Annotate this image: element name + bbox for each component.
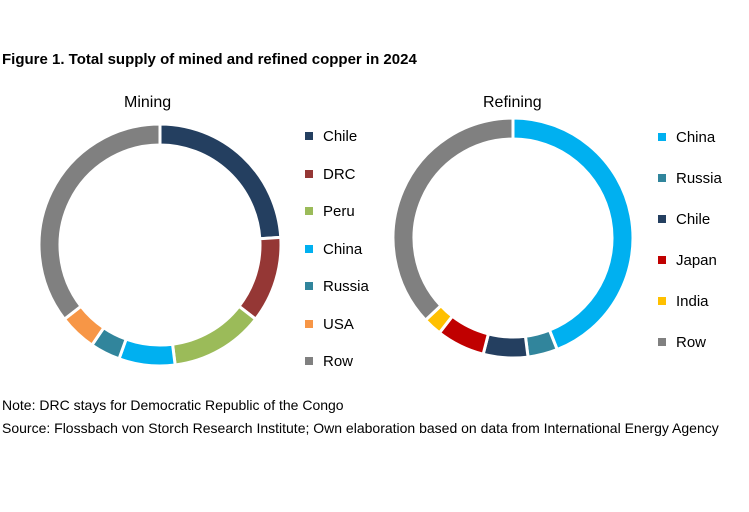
- legend-swatch: [305, 357, 313, 366]
- legend-item-russia: Russia: [305, 278, 369, 295]
- legend-item-india: India: [658, 293, 709, 310]
- legend-item-row: Row: [305, 353, 353, 370]
- legend-item-japan: Japan: [658, 252, 717, 269]
- slice-drc: [236, 235, 283, 322]
- legend-swatch: [305, 244, 313, 253]
- legend-item-chile: Chile: [305, 128, 357, 145]
- legend-label: Peru: [323, 203, 355, 220]
- note-text: Note: DRC stays for Democratic Republic …: [2, 397, 344, 413]
- legend-label: Chile: [323, 128, 358, 145]
- legend-label: China: [323, 240, 363, 258]
- legend-label: Japan: [676, 252, 717, 269]
- legend-swatch: [658, 256, 666, 265]
- legend-label: Russia: [323, 278, 369, 295]
- legend-swatch: [658, 133, 666, 142]
- slice-row: [391, 116, 515, 323]
- legend-label: India: [676, 293, 709, 310]
- legend-item-peru: Peru: [305, 203, 355, 220]
- source-text: Source: Flossbach von Storch Research In…: [2, 420, 719, 436]
- legend-item-china: China: [305, 241, 362, 258]
- refining-chart-title: Refining: [483, 94, 542, 111]
- slice-russia: [523, 328, 560, 359]
- slice-china: [117, 337, 177, 368]
- slice-chile: [158, 122, 283, 241]
- legend-item-chile: Chile: [658, 211, 710, 228]
- legend-swatch: [658, 338, 666, 347]
- legend-swatch: [658, 297, 666, 306]
- legend-item-usa: USA: [305, 316, 354, 333]
- legend-swatch: [305, 132, 313, 141]
- legend-swatch: [305, 282, 313, 291]
- legend-swatch: [658, 174, 666, 183]
- slice-row: [37, 122, 162, 322]
- legend-item-row: Row: [658, 334, 706, 351]
- legend-swatch: [658, 215, 666, 224]
- slice-chile: [481, 332, 530, 360]
- legend-label: USA: [323, 315, 354, 333]
- legend-item-drc: DRC: [305, 166, 356, 183]
- legend-swatch: [305, 169, 313, 178]
- figure-title: Figure 1. Total supply of mined and refi…: [2, 51, 417, 68]
- mining-chart-title: Mining: [124, 94, 172, 111]
- legend-swatch: [305, 207, 313, 216]
- slice-peru: [170, 304, 258, 367]
- legend-label: Row: [323, 353, 354, 370]
- slice-china: [511, 116, 635, 352]
- legend-item-china: China: [658, 129, 715, 146]
- legend-item-russia: Russia: [658, 170, 722, 187]
- legend-swatch: [305, 319, 313, 328]
- legend-label: Row: [676, 334, 707, 351]
- legend-label: Chile: [676, 211, 711, 228]
- legend-label: China: [676, 129, 716, 146]
- legend-label: DRC: [323, 165, 356, 183]
- legend-label: Russia: [676, 170, 722, 187]
